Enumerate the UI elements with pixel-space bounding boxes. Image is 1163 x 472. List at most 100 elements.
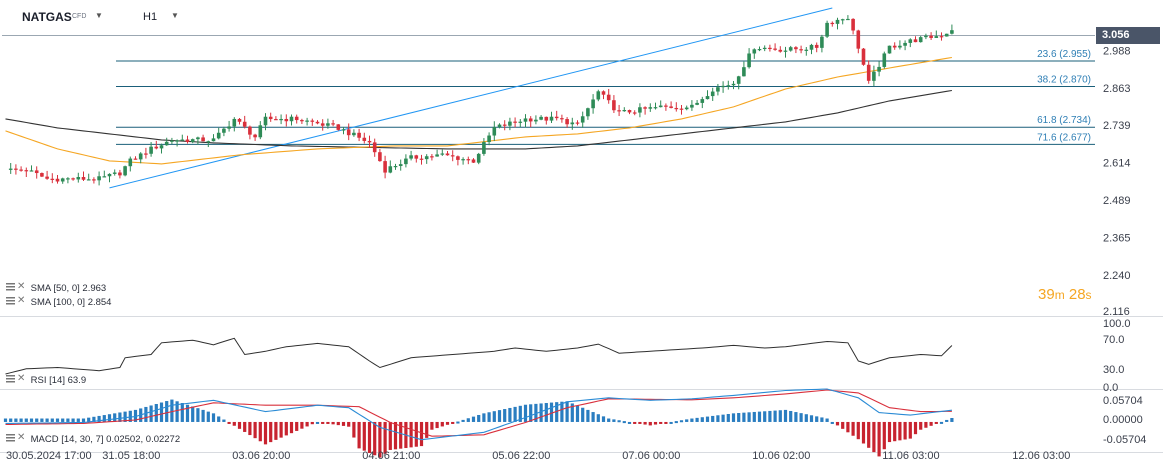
candle-body	[539, 116, 543, 120]
candle-body	[783, 50, 788, 52]
price-tick-label: 2.614	[1103, 158, 1131, 170]
settings-lines-icon[interactable]: ✕	[6, 295, 28, 306]
candle	[913, 36, 918, 43]
macd-histogram-bar	[513, 406, 517, 422]
timeframe-selector[interactable]: H1	[143, 11, 158, 23]
macd-histogram-bar	[523, 404, 528, 422]
candle	[34, 166, 39, 179]
candle-body	[866, 64, 871, 81]
candle-body	[123, 166, 127, 176]
candle	[216, 127, 221, 140]
candle	[580, 111, 585, 128]
candle-body	[138, 153, 143, 160]
candle	[289, 114, 294, 126]
candle-body	[227, 126, 231, 129]
macd-histogram-bar	[482, 413, 486, 422]
candle	[456, 155, 460, 166]
macd-histogram-bar	[123, 411, 127, 422]
candle	[190, 138, 195, 144]
candle	[294, 114, 299, 124]
macd-histogram-bar	[763, 411, 767, 422]
candle	[788, 45, 793, 52]
candle-body	[606, 94, 611, 101]
macd-histogram-bar	[461, 419, 465, 422]
candle-body	[487, 135, 491, 143]
macd-histogram-bar	[539, 403, 543, 422]
macd-histogram-bar	[419, 421, 424, 447]
macd-histogram-bar	[820, 417, 824, 422]
time-tick-label: 05.06 22:00	[492, 450, 550, 462]
candle	[305, 117, 309, 126]
candle-body	[414, 155, 419, 159]
time-tick-label: 10.06 02:00	[752, 450, 810, 462]
candle	[185, 135, 190, 144]
settings-lines-icon[interactable]: ✕	[6, 432, 28, 443]
candle-body	[461, 159, 465, 161]
candle	[887, 45, 892, 54]
settings-lines-icon[interactable]: ✕	[6, 281, 28, 292]
macd-histogram-bar	[71, 418, 75, 422]
macd-histogram-bar	[50, 418, 54, 422]
last-price-tag: 3.056	[1096, 27, 1160, 44]
macd-histogram-bar	[950, 417, 954, 422]
candle	[430, 154, 434, 161]
candle-body	[877, 66, 881, 72]
macd-histogram-bar	[336, 421, 340, 426]
macd-histogram-bar	[633, 421, 637, 424]
candle	[45, 170, 49, 180]
macd-histogram-bar	[581, 407, 585, 422]
macd-histogram-bar	[586, 409, 590, 422]
macd-histogram-bar	[310, 421, 314, 425]
macd-histogram-bar	[144, 406, 148, 422]
candle	[404, 154, 408, 168]
candle-body	[190, 139, 195, 142]
candle-body	[554, 116, 559, 119]
candle	[107, 173, 112, 183]
macd-histogram-bar	[274, 421, 278, 440]
candle	[502, 120, 507, 131]
candle-body	[29, 170, 34, 172]
symbol-dropdown-icon[interactable]: ▼	[95, 11, 103, 20]
candle-body	[528, 118, 533, 122]
symbol-name[interactable]: NATGAS	[22, 10, 72, 24]
candle-body	[170, 140, 174, 142]
candle-body	[232, 118, 237, 127]
candle-body	[258, 125, 263, 138]
candle-body	[149, 146, 153, 154]
macd-histogram-bar	[612, 419, 616, 422]
macd-histogram-bar	[700, 417, 704, 422]
macd-histogram-bar	[352, 421, 356, 438]
sma100-label: SMA [100, 0]	[30, 297, 86, 308]
macd-histogram-bar	[815, 416, 819, 422]
candle	[747, 48, 751, 69]
candle-body	[882, 53, 887, 67]
candle-body	[669, 106, 673, 108]
candle	[606, 88, 611, 104]
macd-histogram-bar	[425, 421, 429, 438]
macd-histogram-bar	[731, 413, 736, 422]
candle-body	[471, 159, 476, 163]
macd-histogram-bar	[248, 421, 252, 436]
macd-histogram-bar	[300, 421, 304, 429]
candle-body	[92, 179, 96, 181]
candle-body	[596, 91, 601, 100]
candle	[731, 80, 736, 90]
candle	[861, 47, 866, 66]
candle	[19, 166, 23, 172]
candle-body	[918, 37, 923, 43]
candle	[201, 134, 205, 142]
candle	[705, 90, 710, 100]
candle-body	[34, 170, 39, 174]
settings-lines-icon[interactable]: ✕	[6, 373, 28, 384]
candle-body	[294, 116, 299, 121]
timeframe-dropdown-icon[interactable]: ▼	[171, 11, 179, 20]
macd-histogram-bar	[383, 421, 387, 454]
macd-histogram-bar	[279, 421, 283, 438]
macd-histogram-bar	[934, 421, 938, 424]
candle-body	[248, 126, 252, 135]
candle-body	[383, 161, 387, 173]
macd-histogram-bar	[341, 421, 346, 426]
macd-histogram-bar	[841, 421, 845, 429]
candle	[419, 154, 424, 165]
